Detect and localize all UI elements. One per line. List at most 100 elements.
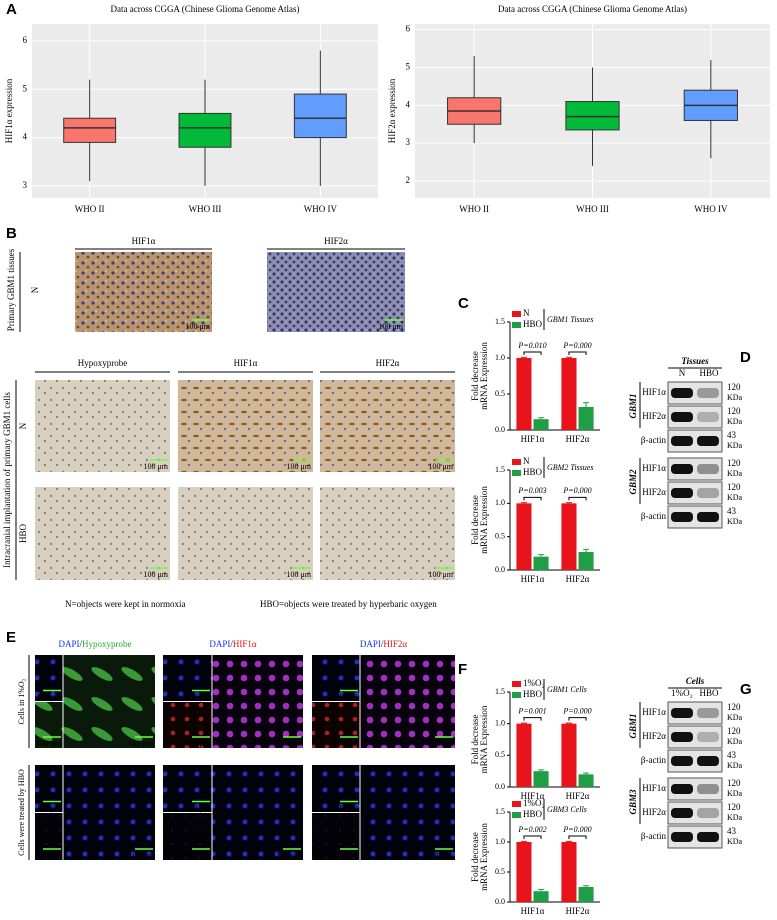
blot-strip xyxy=(667,405,723,429)
scale-bar-label: 100 μm xyxy=(36,692,61,701)
scale-bar-label: 100 μm xyxy=(143,570,168,579)
size-label: 120 xyxy=(727,406,741,416)
y-axis-label: mRNA Expression xyxy=(479,486,489,554)
legend-label: HBO xyxy=(523,319,543,329)
size-unit: KDa xyxy=(727,737,743,746)
header-part: DAPI xyxy=(58,639,79,649)
scale-bar-label: 100 μm xyxy=(286,462,311,471)
x-tick-label: WHO III xyxy=(189,204,222,214)
y-tick-label: 1.0 xyxy=(495,353,505,362)
blot-strip xyxy=(667,801,723,825)
blot-strip xyxy=(667,725,723,749)
y-axis-label: mRNA Expression xyxy=(479,342,489,410)
panel-label: F xyxy=(458,661,467,678)
legend-swatch xyxy=(512,470,521,476)
condition-label: N xyxy=(18,422,28,429)
blot-strip xyxy=(667,429,723,453)
band xyxy=(697,488,719,498)
micrograph xyxy=(320,487,455,580)
p-value: P=0.000 xyxy=(562,706,591,715)
band xyxy=(671,412,693,422)
box xyxy=(63,117,117,143)
micrograph xyxy=(35,655,63,702)
y-axis-label: Fold decrease xyxy=(470,495,480,545)
scale-bar-label: 100 μm xyxy=(333,851,358,860)
row-label: HIF2α xyxy=(642,731,666,741)
tile-border xyxy=(312,655,361,748)
y-tick-label: 0.0 xyxy=(495,897,505,906)
significance-bracket xyxy=(568,835,587,839)
box xyxy=(565,101,620,131)
legend-swatch xyxy=(512,801,521,807)
size-unit: KDa xyxy=(727,837,743,846)
box xyxy=(293,93,347,139)
significance-bracket xyxy=(523,351,542,355)
y-tick-label: 1.5 xyxy=(495,807,505,816)
size-unit: KDa xyxy=(727,441,743,450)
micrograph xyxy=(35,701,63,748)
legend-swatch xyxy=(512,812,521,818)
column-header: HIF1α xyxy=(132,236,156,246)
y-tick-label: 1.0 xyxy=(495,837,505,846)
band xyxy=(671,464,693,474)
y-tick-label: 5 xyxy=(23,83,28,93)
significance-bracket xyxy=(523,717,542,721)
legend-label: HBO xyxy=(523,467,543,477)
scale-bar-label: 100 μm xyxy=(333,803,358,812)
x-tick-label: HIF2α xyxy=(566,906,590,916)
column-header: DAPI/Hypoxyprobe xyxy=(58,639,131,649)
y-tick-label: 1.5 xyxy=(495,687,505,696)
row-label: HIF2α xyxy=(642,487,666,497)
size-label: 43 xyxy=(727,750,737,760)
micrograph xyxy=(312,701,360,748)
scale-bar-label: 100 μm xyxy=(276,739,301,748)
y-axis-label: Fold decrease xyxy=(470,715,480,765)
scale-bar-label: 100 μm xyxy=(128,851,153,860)
column-header: HIF1α xyxy=(234,358,258,368)
y-tick-label: 1.5 xyxy=(495,317,505,326)
micrograph xyxy=(163,765,212,813)
y-tick-label: 0.5 xyxy=(495,531,505,540)
significance-bracket xyxy=(568,351,587,355)
y-tick-label: 0.5 xyxy=(495,389,505,398)
legend-label: 1%O₂ xyxy=(523,798,545,808)
size-label: 43 xyxy=(727,826,737,836)
micrograph xyxy=(312,655,360,702)
blot-strip xyxy=(667,481,723,505)
bar xyxy=(533,771,549,787)
condition-label: N xyxy=(30,286,40,293)
row-label: HIF1α xyxy=(642,387,666,397)
blot-strip xyxy=(667,701,723,725)
y-axis-label: HIF2α expression xyxy=(387,78,397,143)
x-tick-label: HIF2α xyxy=(566,434,590,444)
band xyxy=(697,412,719,422)
p-value: P=0.001 xyxy=(517,706,546,715)
size-unit: KDa xyxy=(727,761,743,770)
p-value: P=0.010 xyxy=(517,341,546,350)
p-value: P=0.000 xyxy=(562,825,591,834)
row-label: HIF1α xyxy=(642,707,666,717)
row-label: β-actin xyxy=(641,435,667,445)
band xyxy=(697,808,719,818)
y-axis-label: mRNA Expression xyxy=(479,823,489,891)
size-unit: KDa xyxy=(727,493,743,502)
chart-title: Data across CGGA (Chinese Glioma Genome … xyxy=(498,4,687,14)
header-part: / xyxy=(230,639,233,649)
scale-bar-label: 100 μm xyxy=(185,851,210,860)
y-tick-label: 3 xyxy=(23,180,28,190)
y-tick-label: 6 xyxy=(23,35,28,45)
micrograph xyxy=(63,765,155,860)
micrograph xyxy=(267,252,405,332)
bar xyxy=(578,406,594,430)
tile-border xyxy=(163,765,213,860)
micrograph xyxy=(312,812,360,860)
tile-border xyxy=(35,765,64,860)
y-tick-label: 6 xyxy=(406,24,411,34)
size-unit: KDa xyxy=(727,417,743,426)
lane-label: HBO xyxy=(699,368,719,378)
legend-swatch xyxy=(512,322,521,328)
legend-label: 1%O₂ xyxy=(523,678,545,688)
row-label: Cells were treated by HBO xyxy=(17,769,26,856)
condition-label: HBO xyxy=(18,524,28,544)
size-unit: KDa xyxy=(727,789,743,798)
